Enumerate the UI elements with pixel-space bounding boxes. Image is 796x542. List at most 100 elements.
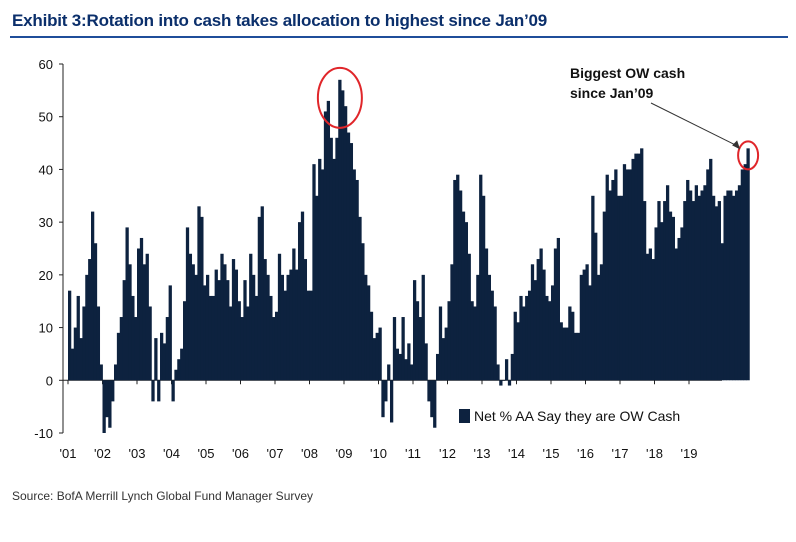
data-bar xyxy=(341,90,345,381)
data-bar xyxy=(263,259,267,381)
data-bar xyxy=(116,332,121,381)
data-bar xyxy=(297,222,302,381)
data-bar xyxy=(729,190,733,381)
data-bar xyxy=(286,274,290,381)
data-bar xyxy=(70,348,75,381)
data-bar xyxy=(415,301,420,381)
data-bar xyxy=(246,306,250,381)
data-bar xyxy=(211,295,216,381)
x-tick-label: '17 xyxy=(612,446,629,461)
data-bar xyxy=(329,137,333,381)
data-bar xyxy=(430,380,434,418)
data-bar xyxy=(625,169,629,381)
data-bar xyxy=(185,227,190,381)
data-bar xyxy=(438,306,443,381)
data-bar xyxy=(361,243,365,381)
data-bar xyxy=(73,327,78,381)
data-bar xyxy=(743,164,747,381)
data-bar xyxy=(200,216,204,381)
data-bar xyxy=(82,306,86,381)
data-bar xyxy=(622,164,627,381)
data-bar xyxy=(323,111,328,381)
data-bar xyxy=(565,327,569,381)
data-bar xyxy=(254,295,259,381)
data-bar xyxy=(717,201,721,381)
data-bar xyxy=(510,353,514,381)
x-tick-label: '10 xyxy=(370,446,387,461)
data-bar xyxy=(269,295,273,381)
data-bar xyxy=(165,317,170,381)
legend-label: Net % AA Say they are OW Cash xyxy=(474,408,680,424)
data-bar xyxy=(375,332,379,381)
data-bar xyxy=(671,216,675,381)
data-bar xyxy=(108,380,112,428)
data-bar xyxy=(401,317,405,381)
data-bar xyxy=(637,153,641,381)
data-bar xyxy=(648,248,652,381)
data-bar xyxy=(289,269,293,381)
data-bar xyxy=(530,264,535,381)
data-bar xyxy=(665,185,670,381)
data-bar xyxy=(433,380,437,428)
data-bar xyxy=(674,248,678,381)
data-bar xyxy=(111,380,115,402)
annotation-text: Biggest OW cash xyxy=(570,65,685,81)
data-bar xyxy=(326,100,331,381)
data-bar xyxy=(131,295,135,381)
data-bar xyxy=(424,343,428,381)
data-bar xyxy=(283,290,287,381)
data-bar xyxy=(292,248,296,381)
data-bar xyxy=(458,190,463,381)
data-bar xyxy=(461,211,466,381)
data-bar xyxy=(596,274,601,381)
data-bar xyxy=(125,227,129,381)
data-bar xyxy=(668,211,673,381)
data-bar xyxy=(251,274,256,381)
data-bar xyxy=(456,174,460,381)
data-bar xyxy=(539,248,543,381)
data-bar xyxy=(217,280,221,381)
data-bar xyxy=(493,306,497,381)
y-tick-label: 50 xyxy=(39,110,53,125)
data-bar xyxy=(237,301,241,381)
x-tick-label: '04 xyxy=(163,446,180,461)
data-bar xyxy=(711,195,716,381)
data-bar xyxy=(395,348,400,381)
data-bar xyxy=(591,195,595,381)
data-bar xyxy=(85,274,89,381)
data-bar xyxy=(160,332,164,381)
data-bar xyxy=(177,359,181,381)
data-bar xyxy=(441,338,446,381)
data-bar xyxy=(640,148,644,381)
axes: 60 50 40 30 20 10 0 -10 '01 '02 '03 '04 '05 '06 '07 '08… xyxy=(34,57,722,461)
data-bar xyxy=(714,206,719,381)
data-bar xyxy=(519,295,523,381)
data-bar xyxy=(657,201,661,381)
x-tick-label: '19 xyxy=(681,446,698,461)
data-bar xyxy=(545,295,549,381)
data-bar xyxy=(274,311,279,381)
data-bar xyxy=(214,269,218,381)
data-bar xyxy=(700,190,704,381)
data-bar xyxy=(99,364,103,381)
data-bar xyxy=(105,380,109,418)
data-bar xyxy=(134,317,138,381)
data-bar xyxy=(484,248,489,381)
data-bar xyxy=(174,369,178,381)
data-bar xyxy=(421,274,425,381)
data-bar xyxy=(231,259,236,381)
data-bar xyxy=(223,264,227,381)
data-bar xyxy=(381,380,385,418)
data-bar xyxy=(691,201,696,381)
data-bar xyxy=(194,274,198,381)
data-bar xyxy=(533,280,537,381)
y-tick-label: 40 xyxy=(39,162,53,177)
data-bar xyxy=(372,338,377,381)
data-bar xyxy=(473,306,477,381)
data-bar xyxy=(723,195,727,381)
data-bar xyxy=(243,280,247,381)
data-bar xyxy=(663,201,667,381)
data-bar xyxy=(369,311,374,381)
data-bar xyxy=(410,364,414,381)
data-bar xyxy=(737,185,742,381)
